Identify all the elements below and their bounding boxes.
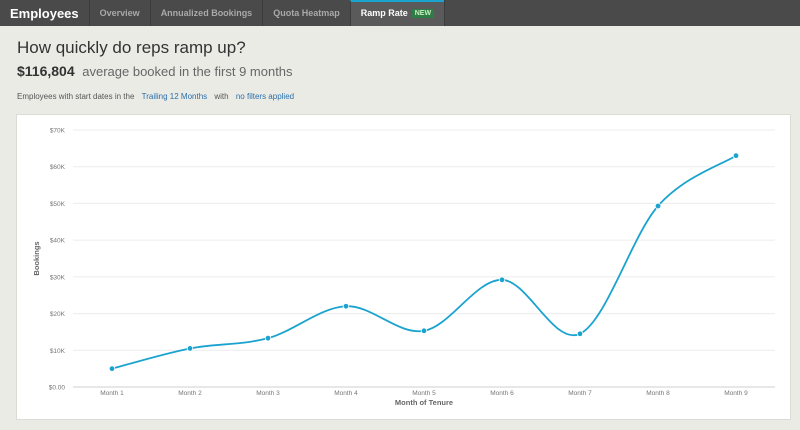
x-axis-title: Month of Tenure [395, 398, 453, 407]
ramp-rate-chart: $0.00 $10K $20K $30K $40K $50K $60K $70K Month … [16, 114, 791, 420]
y-tick-label: $70K [50, 128, 66, 135]
period-filter-link[interactable]: Trailing 12 Months [141, 92, 208, 101]
data-point[interactable] [498, 276, 506, 283]
brand-title[interactable]: Employees [10, 5, 79, 21]
y-tick-label: $0.00 [49, 385, 66, 392]
data-points [108, 152, 740, 372]
data-point[interactable] [576, 330, 584, 337]
x-tick-label: Month 1 [100, 390, 124, 397]
filter-middle: with [214, 92, 229, 101]
grid-lines [73, 129, 775, 388]
x-axis-ticks: Month 1 Month 2 Month 3 Month 4 Month 5 Month… [100, 390, 748, 397]
data-point[interactable] [186, 345, 194, 352]
y-tick-label: $10K [50, 348, 66, 355]
y-tick-label: $20K [50, 311, 66, 318]
y-tick-label: $40K [50, 238, 66, 245]
average-booked-caption: average booked in the first 9 months [82, 64, 293, 79]
x-tick-label: Month 8 [646, 390, 670, 397]
top-navigation: Employees Overview Annualized Bookings Q… [0, 0, 800, 26]
average-booked-amount: $116,804 [17, 63, 75, 79]
page-title: How quickly do reps ramp up? [17, 38, 246, 57]
tab-ramp-rate-label: Ramp Rate [360, 8, 408, 18]
data-point[interactable] [732, 152, 740, 159]
x-tick-label: Month 7 [568, 390, 592, 397]
line-chart: $0.00 $10K $20K $30K $40K $50K $60K $70K Month … [32, 128, 775, 407]
tab-ramp-rate[interactable]: Ramp Rate NEW [349, 0, 445, 26]
x-tick-label: Month 4 [334, 390, 358, 397]
tab-quota-heatmap[interactable]: Quota Heatmap [262, 0, 350, 26]
x-tick-label: Month 9 [724, 390, 748, 397]
tab-annualized-bookings[interactable]: Annualized Bookings [149, 0, 263, 26]
filters-link[interactable]: no filters applied [235, 92, 295, 101]
tab-overview[interactable]: Overview [88, 0, 150, 26]
filter-prefix: Employees with start dates in the [17, 92, 135, 101]
new-badge: NEW [411, 8, 435, 18]
data-point[interactable] [342, 303, 350, 310]
y-tick-label: $60K [50, 164, 66, 171]
y-tick-label: $30K [50, 274, 66, 281]
filter-sentence: Employees with start dates in the Traili… [17, 92, 299, 101]
y-axis-ticks: $0.00 $10K $20K $30K $40K $50K $60K $70K [49, 128, 66, 392]
nav-filler [444, 0, 800, 26]
x-tick-label: Month 6 [490, 390, 514, 397]
y-tick-label: $50K [50, 201, 66, 208]
x-tick-label: Month 2 [178, 390, 202, 397]
y-axis-title: Bookings [32, 241, 41, 275]
data-point[interactable] [654, 202, 662, 210]
data-point[interactable] [264, 334, 272, 342]
x-tick-label: Month 5 [412, 390, 436, 397]
data-point[interactable] [108, 365, 116, 372]
data-point[interactable] [420, 327, 428, 335]
x-tick-label: Month 3 [256, 390, 280, 397]
summary-line: $116,804 average booked in the first 9 m… [17, 63, 293, 79]
series-line [111, 154, 737, 370]
